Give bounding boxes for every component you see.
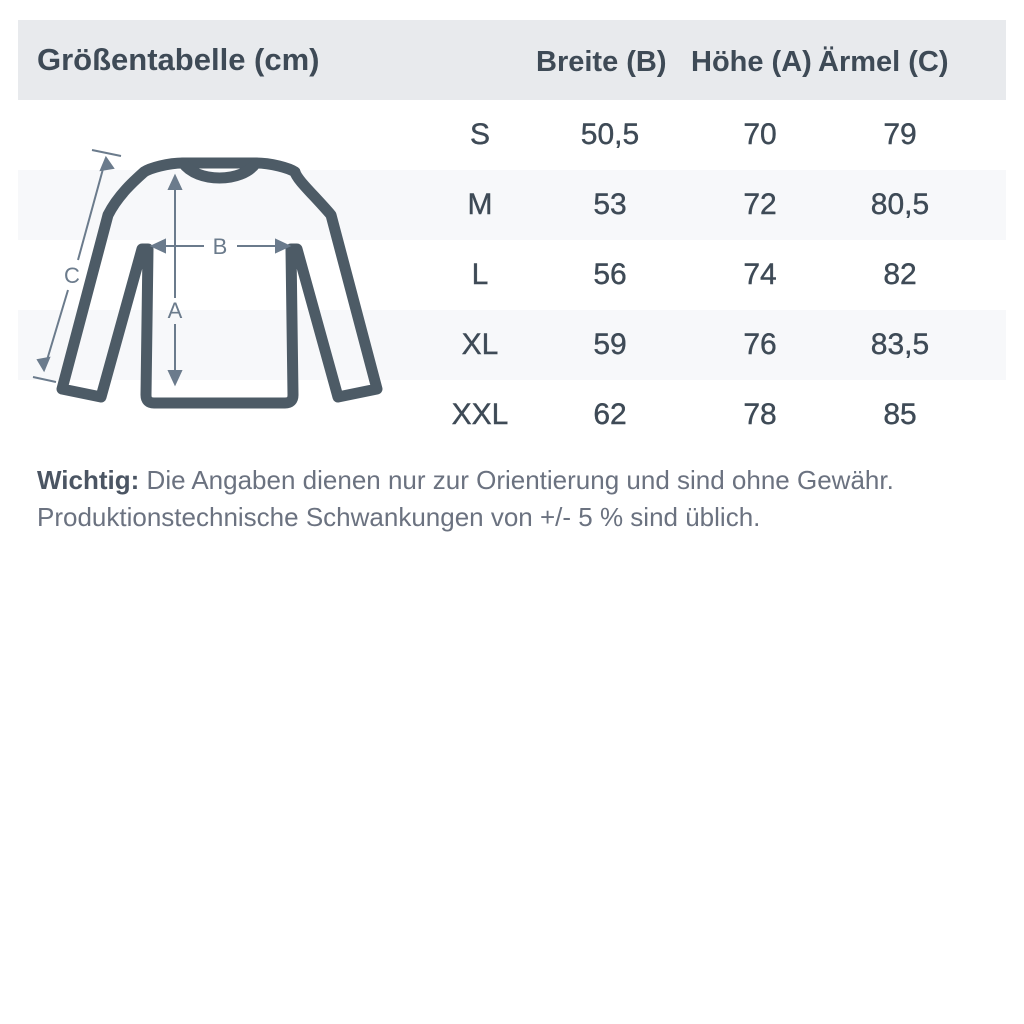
svg-text:A: A: [168, 298, 183, 323]
svg-text:B: B: [213, 234, 228, 259]
svg-text:C: C: [64, 263, 80, 288]
